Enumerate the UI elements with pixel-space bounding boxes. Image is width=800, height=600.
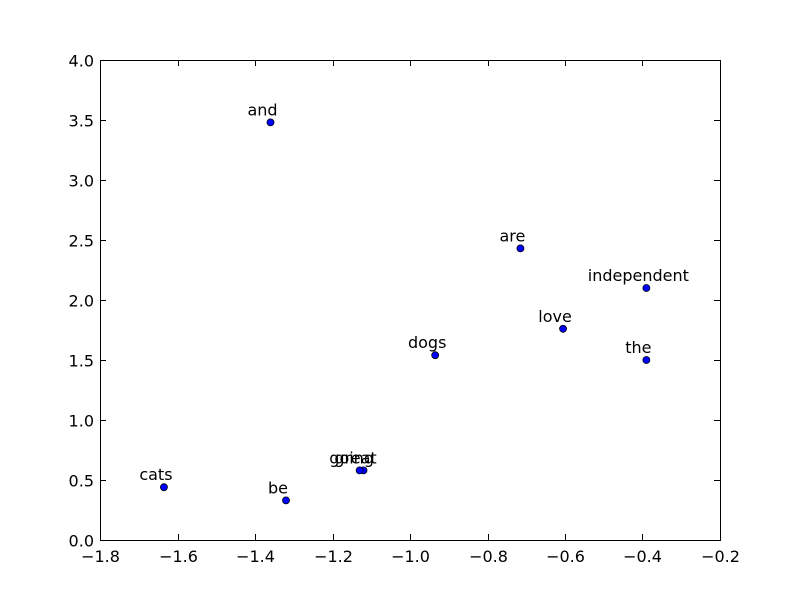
data-point-and: [266, 118, 275, 127]
data-point-independent: [642, 284, 651, 292]
y-tick-label: 3.0: [69, 172, 94, 191]
y-tick-label: 0.5: [69, 472, 94, 491]
data-point-the: [642, 356, 651, 364]
x-tick-label: −1.0: [391, 547, 430, 566]
y-tick-label: 2.5: [69, 232, 94, 251]
data-point-cats: [160, 483, 168, 492]
x-tick-label: −1.4: [236, 547, 275, 566]
point-label-be: be: [268, 478, 288, 497]
data-point-dogs: [431, 351, 440, 360]
x-tick-label: −0.8: [469, 547, 508, 566]
point-label-are: are: [500, 226, 526, 245]
y-tick-label: 1.5: [69, 352, 94, 371]
point-label-and: and: [247, 100, 277, 119]
x-tick-label: −0.2: [701, 547, 740, 566]
data-point-are: [516, 244, 525, 253]
x-tick-label: −1.2: [314, 547, 353, 566]
data-point-going: [355, 466, 364, 475]
point-label-the: the: [625, 338, 651, 357]
data-points: [160, 118, 651, 505]
point-label-cats: cats: [139, 465, 172, 484]
y-tick-label: 3.5: [69, 112, 94, 131]
axis-ticks: [100, 60, 721, 541]
y-tick-label: 2.0: [69, 292, 94, 311]
x-tick-label: −0.4: [623, 547, 662, 566]
y-tick-label: 4.0: [69, 52, 94, 71]
data-point-love: [559, 324, 567, 333]
point-label-love: love: [538, 307, 572, 326]
plot-frame: [100, 60, 721, 541]
y-tick-label: 1.0: [69, 412, 94, 431]
axis-tick-labels: −1.8 −1.6 −1.4 −1.2 −1.0 −0.8 −0.6 −0.4 −0.2 0.0 0…: [69, 52, 740, 567]
data-point-be: [282, 496, 290, 505]
x-tick-label: −0.6: [546, 547, 585, 566]
point-label-independent: independent: [588, 266, 689, 285]
x-tick-label: −1.6: [159, 547, 198, 566]
x-tick-label: −1.8: [81, 547, 120, 566]
y-tick-label: 0.0: [69, 532, 94, 551]
point-label-dogs: dogs: [408, 333, 446, 352]
point-label-great: great: [334, 448, 376, 467]
point-label-going: going: [329, 448, 374, 467]
